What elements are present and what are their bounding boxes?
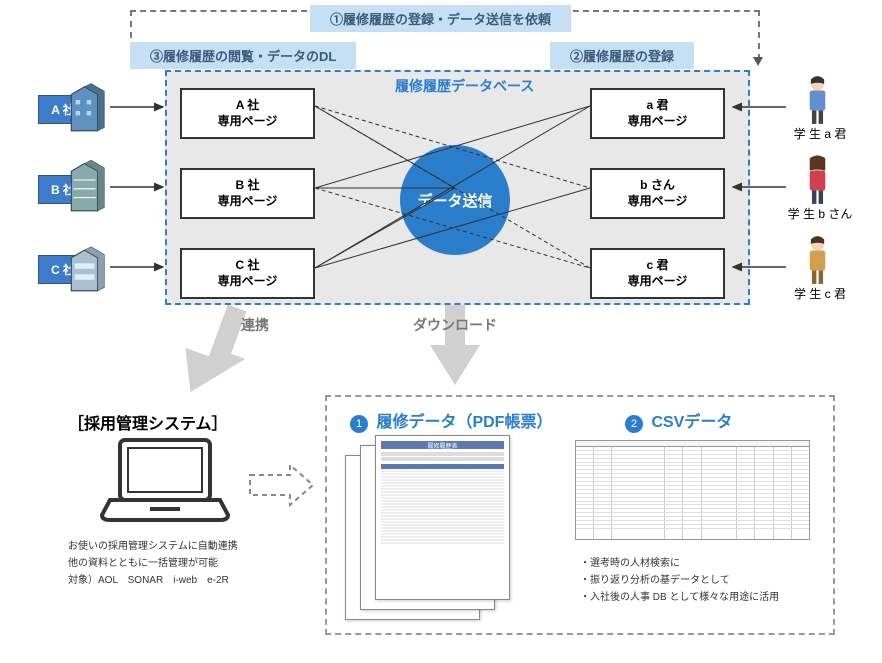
ats-desc: お使いの採用管理システムに自動連携 他の資料とともに一括管理が可能 対象）AOL… xyxy=(68,538,298,589)
tag-right: ②履修履歴の登録 xyxy=(550,42,694,69)
arrow-top-right xyxy=(753,57,763,66)
building-b-icon xyxy=(62,158,107,213)
data-transmission-circle: データ送信 xyxy=(400,145,510,255)
arrows-left-to-pages xyxy=(105,85,175,285)
student-a-icon xyxy=(800,75,835,125)
csv-desc: ・選考時の人材検索に ・振り返り分析の基データとして ・入社後の人事 DB とし… xyxy=(580,555,830,606)
student-c-label: 学 生 c 君 xyxy=(785,285,855,302)
db-title: 履修履歴データベース xyxy=(395,76,534,96)
bullet-1: 1 xyxy=(350,415,368,433)
csv-title: 2 CSVデータ xyxy=(625,408,732,433)
student-a-page: a 君専用ページ xyxy=(590,88,725,139)
student-b-page: b さん専用ページ xyxy=(590,168,725,219)
student-b-label: 学 生 b さん xyxy=(785,205,855,222)
company-a-page: A 社専用ページ xyxy=(180,88,315,139)
building-c-icon xyxy=(62,238,107,293)
ats-title: ［採用管理システム］ xyxy=(68,410,228,434)
top-banner-tag: ①履修履歴の登録・データ送信を依頼 xyxy=(310,5,571,32)
student-a-label: 学 生 a 君 xyxy=(785,125,855,142)
pdf-title: 1 履修データ（PDF帳票） xyxy=(350,408,552,433)
pdf-doc-stack: 履修履歴表 xyxy=(345,435,520,625)
laptop-icon xyxy=(100,435,230,525)
student-b-icon xyxy=(800,155,835,205)
company-c-page: C 社専用ページ xyxy=(180,248,315,299)
link-label: 連携 xyxy=(225,315,285,335)
student-c-page: c 君専用ページ xyxy=(590,248,725,299)
building-a-icon xyxy=(62,78,107,133)
download-label: ダウンロード xyxy=(395,315,515,335)
bullet-2: 2 xyxy=(625,415,643,433)
csv-table-graphic xyxy=(575,440,810,540)
student-c-icon xyxy=(800,235,835,285)
tag-left: ③履修履歴の閲覧・データのDL xyxy=(130,42,356,69)
company-b-page: B 社専用ページ xyxy=(180,168,315,219)
arrows-right-to-pages xyxy=(726,85,796,285)
dashed-arrow-right xyxy=(245,460,320,510)
